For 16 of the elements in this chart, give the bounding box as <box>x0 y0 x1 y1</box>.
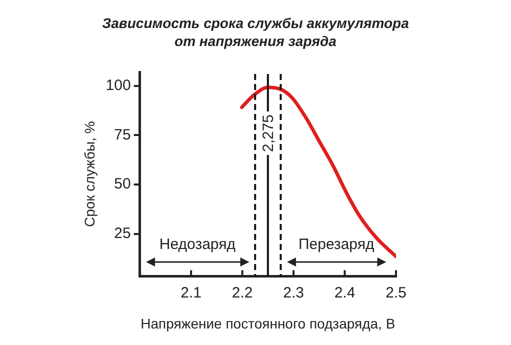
annotation: Недозаряд <box>159 236 236 254</box>
line-series <box>240 86 396 258</box>
y-tick-label: 50 <box>114 176 131 193</box>
x-tick-label: 2.1 <box>180 284 202 302</box>
x-tick-label: 2.3 <box>283 284 304 302</box>
x-tick-label: 2.4 <box>334 284 356 302</box>
y-tick-label: 25 <box>114 224 131 242</box>
x-tick-label: 2.5 <box>386 284 406 302</box>
y-axis-title: Срок службы, % <box>81 121 98 228</box>
annotation: Перезаряд <box>298 236 374 254</box>
x-tick-label: 2.2 <box>232 284 253 302</box>
annotation: 2,275 <box>260 114 278 152</box>
x-axis-title: Напряжение постоянного подзаряда, В <box>140 315 396 332</box>
y-tick-label: 100 <box>106 76 131 94</box>
chart-title: Зависимость срока службы аккумулятора от напряжения заряда <box>101 14 410 50</box>
y-tick-label: 75 <box>114 126 131 144</box>
